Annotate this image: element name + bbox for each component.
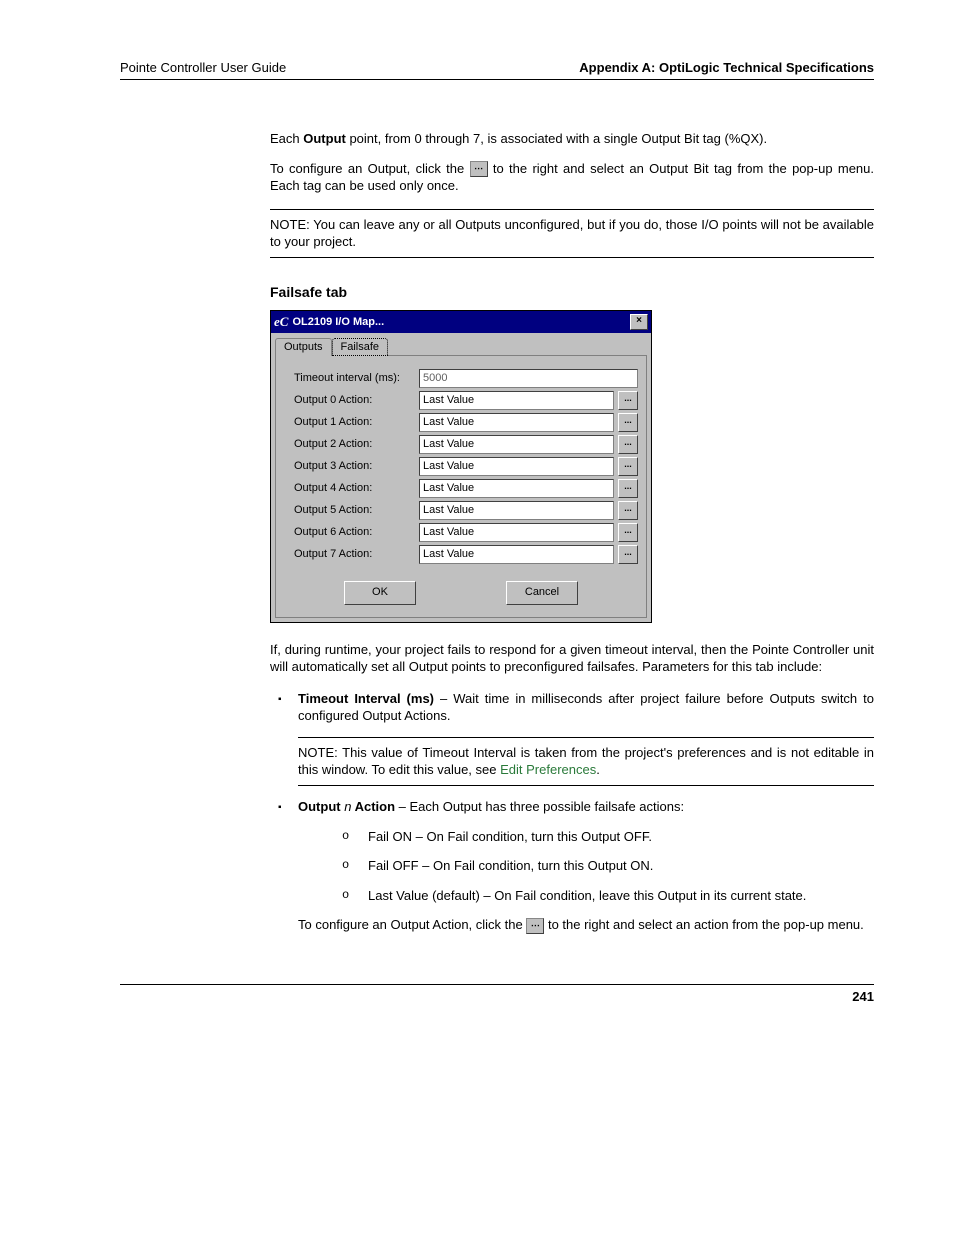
ellipsis-button-0[interactable]: ...: [618, 391, 638, 410]
row-output6: Output 6 Action: Last Value ...: [284, 523, 638, 542]
row-output3: Output 3 Action: Last Value ...: [284, 457, 638, 476]
label-output3: Output 3 Action:: [284, 460, 419, 472]
ok-button[interactable]: OK: [344, 581, 416, 605]
ellipsis-button-4[interactable]: ...: [618, 479, 638, 498]
label-output4: Output 4 Action:: [284, 482, 419, 494]
configure-action-paragraph: To configure an Output Action, click the…: [298, 916, 874, 934]
failsafe-dialog: eC OL2109 I/O Map... × Outputs Failsafe …: [270, 310, 652, 623]
section-heading: Failsafe tab: [270, 284, 874, 300]
label-timeout: Timeout interval (ms):: [284, 372, 419, 384]
bullet-output-action: Output n Action – Each Output has three …: [298, 798, 874, 934]
header-right: Appendix A: OptiLogic Technical Specific…: [579, 60, 874, 75]
dialog-title: OL2109 I/O Map...: [292, 316, 630, 328]
note-timeout: NOTE: This value of Timeout Interval is …: [298, 737, 874, 786]
ellipsis-button-7[interactable]: ...: [618, 545, 638, 564]
row-output2: Output 2 Action: Last Value ...: [284, 435, 638, 454]
sub-fail-off: Fail OFF – On Fail condition, turn this …: [368, 857, 874, 875]
tab-strip: Outputs Failsafe: [271, 333, 651, 355]
sub-last-value: Last Value (default) – On Fail condition…: [368, 887, 874, 905]
page-header: Pointe Controller User Guide Appendix A:…: [120, 60, 874, 80]
edit-preferences-link[interactable]: Edit Preferences: [500, 762, 596, 777]
label-output6: Output 6 Action:: [284, 526, 419, 538]
label-output2: Output 2 Action:: [284, 438, 419, 450]
label-output5: Output 5 Action:: [284, 504, 419, 516]
row-output7: Output 7 Action: Last Value ...: [284, 545, 638, 564]
cancel-button[interactable]: Cancel: [506, 581, 578, 605]
ellipsis-button-1[interactable]: ...: [618, 413, 638, 432]
tab-outputs[interactable]: Outputs: [275, 338, 332, 356]
row-output4: Output 4 Action: Last Value ...: [284, 479, 638, 498]
row-output5: Output 5 Action: Last Value ...: [284, 501, 638, 520]
ellipsis-button-5[interactable]: ...: [618, 501, 638, 520]
label-output0: Output 0 Action:: [284, 394, 419, 406]
bullet-timeout: Timeout Interval (ms) – Wait time in mil…: [298, 690, 874, 786]
ellipsis-button-6[interactable]: ...: [618, 523, 638, 542]
field-output6: Last Value: [419, 523, 614, 542]
sub-fail-on: Fail ON – On Fail condition, turn this O…: [368, 828, 874, 846]
label-output7: Output 7 Action:: [284, 548, 419, 560]
dialog-buttons: OK Cancel: [284, 567, 638, 611]
close-icon[interactable]: ×: [630, 314, 648, 330]
field-output0: Last Value: [419, 391, 614, 410]
field-timeout: 5000: [419, 369, 638, 388]
ellipsis-icon: ⋯: [470, 161, 488, 177]
field-output1: Last Value: [419, 413, 614, 432]
label-output1: Output 1 Action:: [284, 416, 419, 428]
ellipsis-button-3[interactable]: ...: [618, 457, 638, 476]
page-number: 241: [120, 984, 874, 1004]
row-output1: Output 1 Action: Last Value ...: [284, 413, 638, 432]
dialog-titlebar: eC OL2109 I/O Map... ×: [271, 311, 651, 333]
dialog-panel: Timeout interval (ms): 5000 Output 0 Act…: [275, 355, 647, 618]
header-left: Pointe Controller User Guide: [120, 60, 286, 75]
intro-paragraph-1: Each Output point, from 0 through 7, is …: [270, 130, 874, 148]
field-output3: Last Value: [419, 457, 614, 476]
ellipsis-icon: ⋯: [526, 918, 544, 934]
intro-paragraph-2: To configure an Output, click the ⋯ to t…: [270, 160, 874, 195]
field-output2: Last Value: [419, 435, 614, 454]
field-output4: Last Value: [419, 479, 614, 498]
dialog-logo: eC: [274, 314, 288, 330]
tab-failsafe[interactable]: Failsafe: [332, 338, 389, 356]
ellipsis-button-2[interactable]: ...: [618, 435, 638, 454]
field-output5: Last Value: [419, 501, 614, 520]
after-paragraph: If, during runtime, your project fails t…: [270, 641, 874, 676]
field-output7: Last Value: [419, 545, 614, 564]
note-box: NOTE: You can leave any or all Outputs u…: [270, 209, 874, 258]
row-output0: Output 0 Action: Last Value ...: [284, 391, 638, 410]
row-timeout: Timeout interval (ms): 5000: [284, 369, 638, 388]
